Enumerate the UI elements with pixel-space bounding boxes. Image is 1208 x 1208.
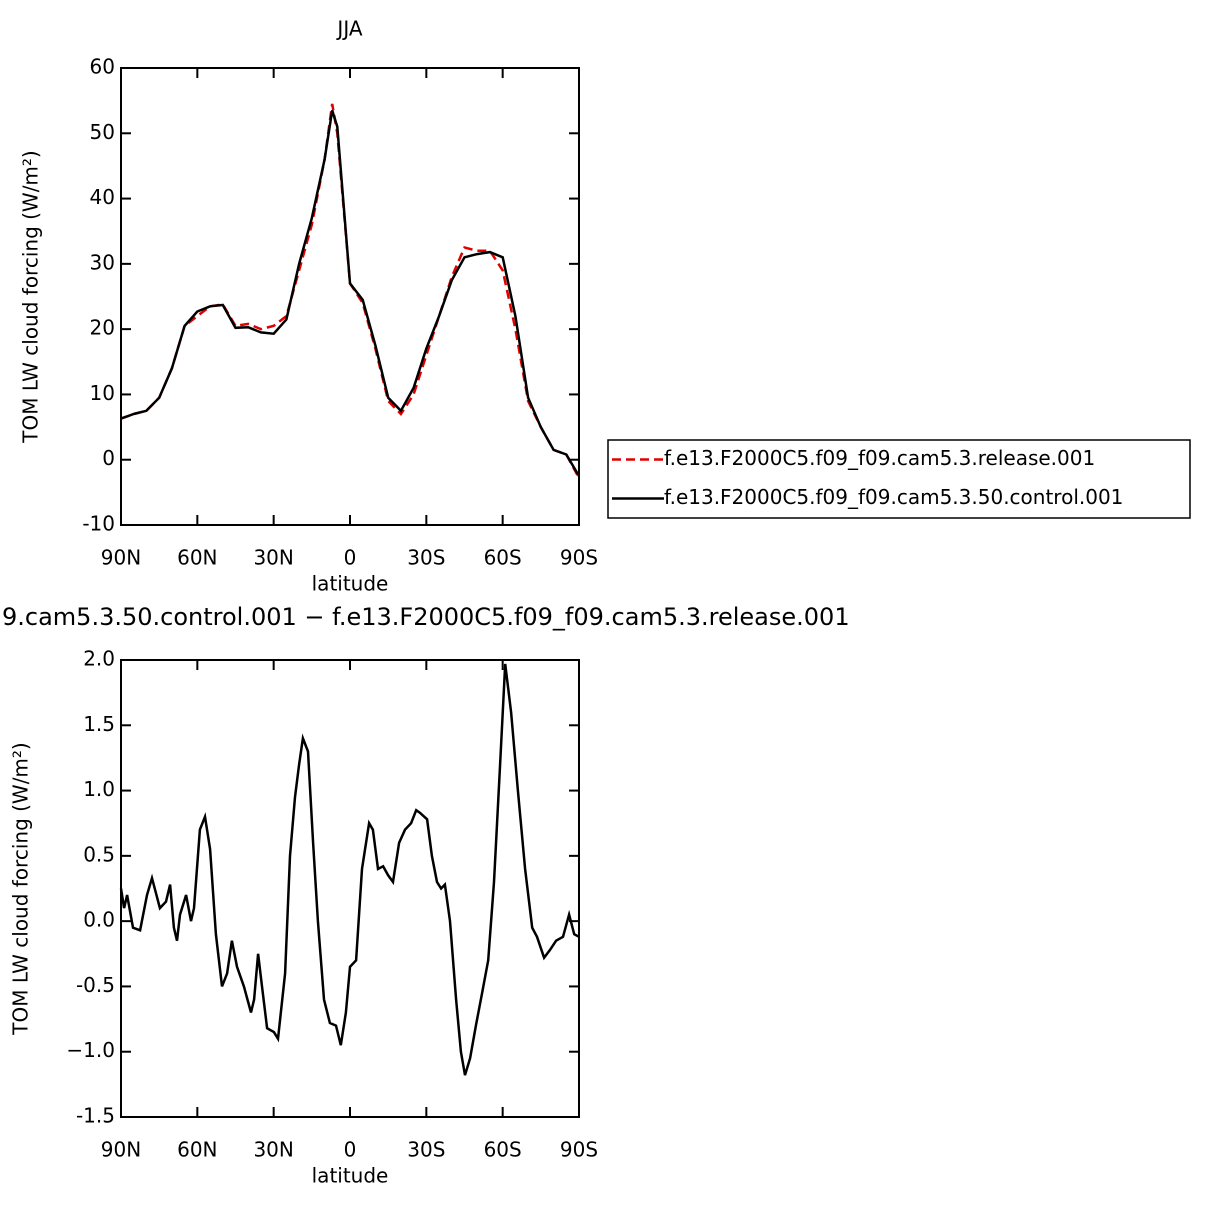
x-axis-label: latitude (312, 572, 389, 596)
y-axis-label: TOM LW cloud forcing (W/m²) (19, 150, 43, 444)
x-tick-label: 0 (344, 546, 357, 570)
x-tick-label: 30N (253, 546, 293, 570)
legend-label: f.e13.F2000C5.f09_f09.cam5.3.50.control.… (664, 485, 1123, 509)
x-tick-label: 90S (560, 1138, 598, 1162)
x-tick-label: 60N (177, 1138, 217, 1162)
y-tick-label: -10 (82, 512, 115, 536)
y-tick-label: -1.5 (76, 1104, 115, 1128)
y-tick-label: 60 (90, 55, 115, 79)
x-tick-label: 0 (344, 1138, 357, 1162)
y-tick-label: 40 (90, 185, 115, 209)
y-axis-label: TOM LW cloud forcing (W/m²) (9, 742, 33, 1036)
y-tick-label: 2.0 (83, 647, 115, 671)
x-tick-label: 90S (560, 546, 598, 570)
y-tick-label: -0.5 (76, 973, 115, 997)
x-tick-label: 60N (177, 546, 217, 570)
legend-box (607, 439, 1191, 519)
x-axis-label: latitude (312, 1164, 389, 1188)
y-tick-label: 1.5 (83, 712, 115, 736)
y-tick-label: 30 (90, 250, 115, 274)
data-line (119, 663, 580, 1076)
y-tick-label: −1.0 (66, 1038, 115, 1062)
x-tick-label: 90N (101, 1138, 141, 1162)
x-tick-label: 60S (484, 1138, 522, 1162)
y-tick-label: 1.0 (83, 777, 115, 801)
plot-frame (120, 659, 580, 1118)
x-tick-label: 60S (484, 546, 522, 570)
chart-title: JJA (335, 17, 362, 41)
x-tick-label: 30S (407, 546, 445, 570)
y-tick-label: 0.0 (83, 908, 115, 932)
chart-title: 9.cam5.3.50.control.001 − f.e13.F2000C5.… (2, 603, 850, 631)
data-line (120, 103, 581, 479)
y-tick-label: 20 (90, 316, 115, 340)
y-tick-label: 0 (102, 446, 115, 470)
x-tick-label: 30S (407, 1138, 445, 1162)
y-tick-label: 50 (90, 120, 115, 144)
y-tick-label: 0.5 (83, 842, 115, 866)
x-tick-label: 30N (253, 1138, 293, 1162)
legend-label: f.e13.F2000C5.f09_f09.cam5.3.release.001 (664, 446, 1095, 470)
data-line (120, 110, 581, 477)
x-tick-label: 90N (101, 546, 141, 570)
y-tick-label: 10 (90, 381, 115, 405)
